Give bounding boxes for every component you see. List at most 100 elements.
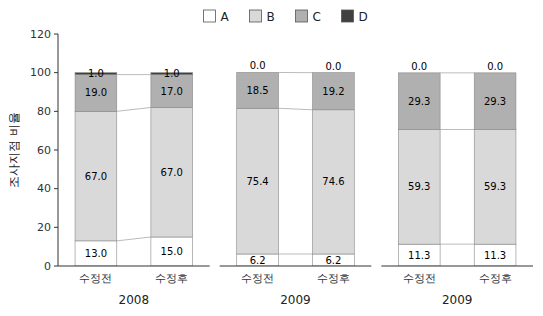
bar-segment <box>75 111 117 241</box>
bars <box>75 73 193 266</box>
bars <box>398 73 516 266</box>
data-label: 11.3 <box>484 250 506 261</box>
bar-segment <box>474 73 516 130</box>
bar-segment <box>474 130 516 245</box>
legend-swatch <box>296 10 308 22</box>
data-label: 67.0 <box>161 167 183 178</box>
y-axis-label: 조사지점 비율 <box>7 112 21 188</box>
bar-segment <box>151 107 193 237</box>
data-labels: 11.3 11.3 59.3 59.3 29.3 29.3 0.0 0.0 <box>408 61 506 261</box>
bars <box>237 72 355 266</box>
panel: 11.3 11.3 59.3 59.3 29.3 29.3 0.0 0.0 수정전 수정후 2009 <box>381 61 533 307</box>
bar-segment <box>313 73 355 110</box>
x-axis-label: 2009 <box>442 293 473 307</box>
connector <box>117 107 151 111</box>
legend-label: B <box>267 10 275 24</box>
legend-label: D <box>359 10 368 24</box>
bar-segment <box>474 72 516 73</box>
connector <box>117 74 151 75</box>
legend-swatch <box>204 10 216 22</box>
data-label: 13.0 <box>85 248 107 259</box>
chart: ABCD13.015.067.067.019.017.01.01.0수정전수정후… <box>0 0 543 316</box>
bar-segment <box>75 75 117 112</box>
y-tick <box>54 266 58 267</box>
x-axis-label: 2008 <box>119 293 150 307</box>
data-label: 74.6 <box>322 176 344 187</box>
x-tick-label: 수정전 <box>241 272 274 285</box>
panel: 13.015.067.067.019.017.01.01.0수정전수정후2008… <box>7 28 210 308</box>
panel: 6.2 6.2 75.4 74.6 18.5 19.2 0.0 0.0 수정전 수정후 2009 <box>220 60 372 307</box>
x-axis: 수정전 수정후 2009 <box>381 266 533 307</box>
data-label: 29.3 <box>408 96 430 107</box>
data-label: 6.2 <box>250 255 266 266</box>
connector <box>440 72 474 73</box>
y-tick <box>54 34 58 35</box>
connector <box>278 72 312 73</box>
data-label: 17.0 <box>161 86 183 97</box>
data-label: 19.2 <box>322 86 344 97</box>
y-tick-label: 20 <box>37 221 51 234</box>
x-axis: 수정전 수정후 2008 <box>58 266 210 307</box>
bar-segment <box>237 254 279 266</box>
data-label: 6.2 <box>325 255 341 266</box>
bar-segment <box>237 72 279 108</box>
data-labels: 6.2 6.2 75.4 74.6 18.5 19.2 0.0 0.0 <box>246 60 344 265</box>
y-tick-label: 120 <box>30 28 51 41</box>
bar-segment <box>398 244 440 266</box>
data-label: 18.5 <box>246 85 268 96</box>
y-tick-label: 60 <box>37 144 51 157</box>
data-label: 0.0 <box>250 60 266 71</box>
data-label: 1.0 <box>164 68 180 79</box>
y-tick <box>54 188 58 189</box>
data-labels: 13.015.067.067.019.017.01.01.0 <box>85 68 183 259</box>
connector <box>278 254 312 255</box>
legend: ABCD <box>204 10 368 24</box>
bar-segment <box>474 244 516 266</box>
data-label: 67.0 <box>85 171 107 182</box>
y-tick-label: 80 <box>37 105 51 118</box>
legend-label: A <box>221 10 230 24</box>
y-tick <box>54 111 58 112</box>
bar-segment <box>398 130 440 245</box>
x-axis-line <box>220 266 372 267</box>
y-tick-label: 100 <box>30 66 51 79</box>
y-tick-label: 40 <box>37 182 51 195</box>
bar-segment <box>313 110 355 254</box>
data-label: 59.3 <box>408 181 430 192</box>
bar-segment <box>237 72 279 73</box>
y-tick-label: 0 <box>44 260 51 273</box>
x-tick-label: 수정전 <box>79 272 112 285</box>
data-label: 29.3 <box>484 96 506 107</box>
x-axis-line <box>381 266 533 267</box>
legend-swatch <box>250 10 262 22</box>
x-axis-label: 2009 <box>280 293 311 307</box>
connector <box>440 129 474 130</box>
bar-segment <box>313 72 355 73</box>
data-label: 75.4 <box>246 176 268 187</box>
bar-segment <box>75 241 117 266</box>
legend-swatch <box>342 10 354 22</box>
data-label: 19.0 <box>85 87 107 98</box>
x-tick-label: 수정후 <box>155 272 188 285</box>
x-tick-label: 수정후 <box>317 272 350 285</box>
data-label: 11.3 <box>408 250 430 261</box>
y-tick <box>54 72 58 73</box>
y-tick <box>54 227 58 228</box>
connector <box>117 237 151 241</box>
y-axis: 0 20 40 60 80 100 120 <box>30 28 58 273</box>
data-label: 0.0 <box>411 61 427 72</box>
x-tick-label: 수정후 <box>479 272 512 285</box>
data-label: 0.0 <box>325 61 341 72</box>
bar-segment <box>151 237 193 266</box>
x-tick-label: 수정전 <box>403 272 436 285</box>
bar-segment <box>398 73 440 130</box>
data-label: 59.3 <box>484 181 506 192</box>
bar-segment <box>151 75 193 108</box>
bar-segment <box>237 108 279 254</box>
bar-segment <box>313 254 355 266</box>
x-axis: 수정전 수정후 2009 <box>220 266 372 307</box>
connector <box>440 244 474 245</box>
data-label: 0.0 <box>487 61 503 72</box>
bar-segment <box>398 72 440 73</box>
data-label: 1.0 <box>88 68 104 79</box>
